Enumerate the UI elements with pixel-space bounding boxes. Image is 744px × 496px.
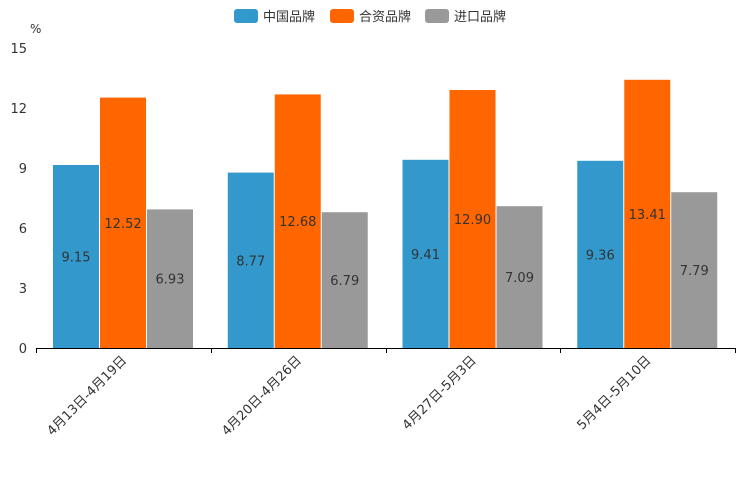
legend-swatch-2 bbox=[330, 9, 354, 23]
bar bbox=[321, 212, 368, 348]
bar bbox=[100, 97, 146, 348]
bar-value-label: 12.68 bbox=[279, 215, 316, 230]
bar bbox=[53, 165, 99, 348]
bar bbox=[624, 79, 671, 349]
legend-swatch-1 bbox=[234, 9, 258, 23]
legend-label-2: 合资品牌 bbox=[359, 9, 411, 25]
bar-value-label: 9.41 bbox=[411, 248, 440, 263]
bar-value-label: 12.90 bbox=[454, 213, 491, 228]
bar-value-label: 7.79 bbox=[680, 264, 709, 279]
bar bbox=[147, 209, 193, 348]
bar-value-label: 13.41 bbox=[629, 208, 666, 223]
x-tick-label: 4月27日-5月3日 bbox=[400, 353, 480, 433]
y-tick-label: 6 bbox=[19, 222, 27, 237]
x-tick-label: 4月13日-4月19日 bbox=[44, 353, 130, 439]
bar bbox=[449, 90, 496, 348]
x-axis: 4月13日-4月19日 4月20日-4月26日 4月27日-5月3日 5月4日-5月1… bbox=[36, 348, 736, 439]
bar bbox=[496, 206, 543, 348]
bar-value-label: 6.93 bbox=[156, 273, 185, 288]
bar-value-label: 7.09 bbox=[505, 271, 534, 286]
bar bbox=[402, 159, 449, 348]
y-tick-label: 12 bbox=[10, 102, 27, 117]
bar bbox=[671, 192, 718, 348]
x-tick-label: 4月20日-4月26日 bbox=[219, 353, 305, 439]
legend-swatch-3 bbox=[425, 9, 449, 23]
legend: 中国品牌 合资品牌 进口品牌 bbox=[234, 9, 506, 25]
legend-label-1: 中国品牌 bbox=[263, 9, 315, 25]
bar-value-label: 9.15 bbox=[62, 251, 91, 266]
bar-value-label: 12.52 bbox=[104, 217, 141, 232]
bar-value-label: 6.79 bbox=[330, 274, 359, 289]
legend-label-3: 进口品牌 bbox=[454, 9, 506, 25]
x-tick-label: 5月4日-5月10日 bbox=[575, 353, 655, 433]
y-axis-unit-label: % bbox=[30, 22, 41, 36]
bar bbox=[227, 172, 274, 348]
y-tick-label: 3 bbox=[19, 282, 27, 297]
y-tick-label: 0 bbox=[19, 342, 27, 357]
bar bbox=[274, 94, 321, 349]
bar-value-label: 8.77 bbox=[236, 254, 265, 269]
y-axis-ticks: 0 3 6 9 12 15 bbox=[10, 42, 27, 357]
y-tick-label: 9 bbox=[19, 162, 27, 177]
bar-value-label: 9.36 bbox=[586, 248, 615, 263]
bars: 9.15 8.77 9.41 9.36 12.52 12.68 12.90 13.41 6.93… bbox=[53, 79, 718, 349]
y-tick-label: 15 bbox=[10, 42, 27, 57]
bar bbox=[577, 160, 624, 348]
